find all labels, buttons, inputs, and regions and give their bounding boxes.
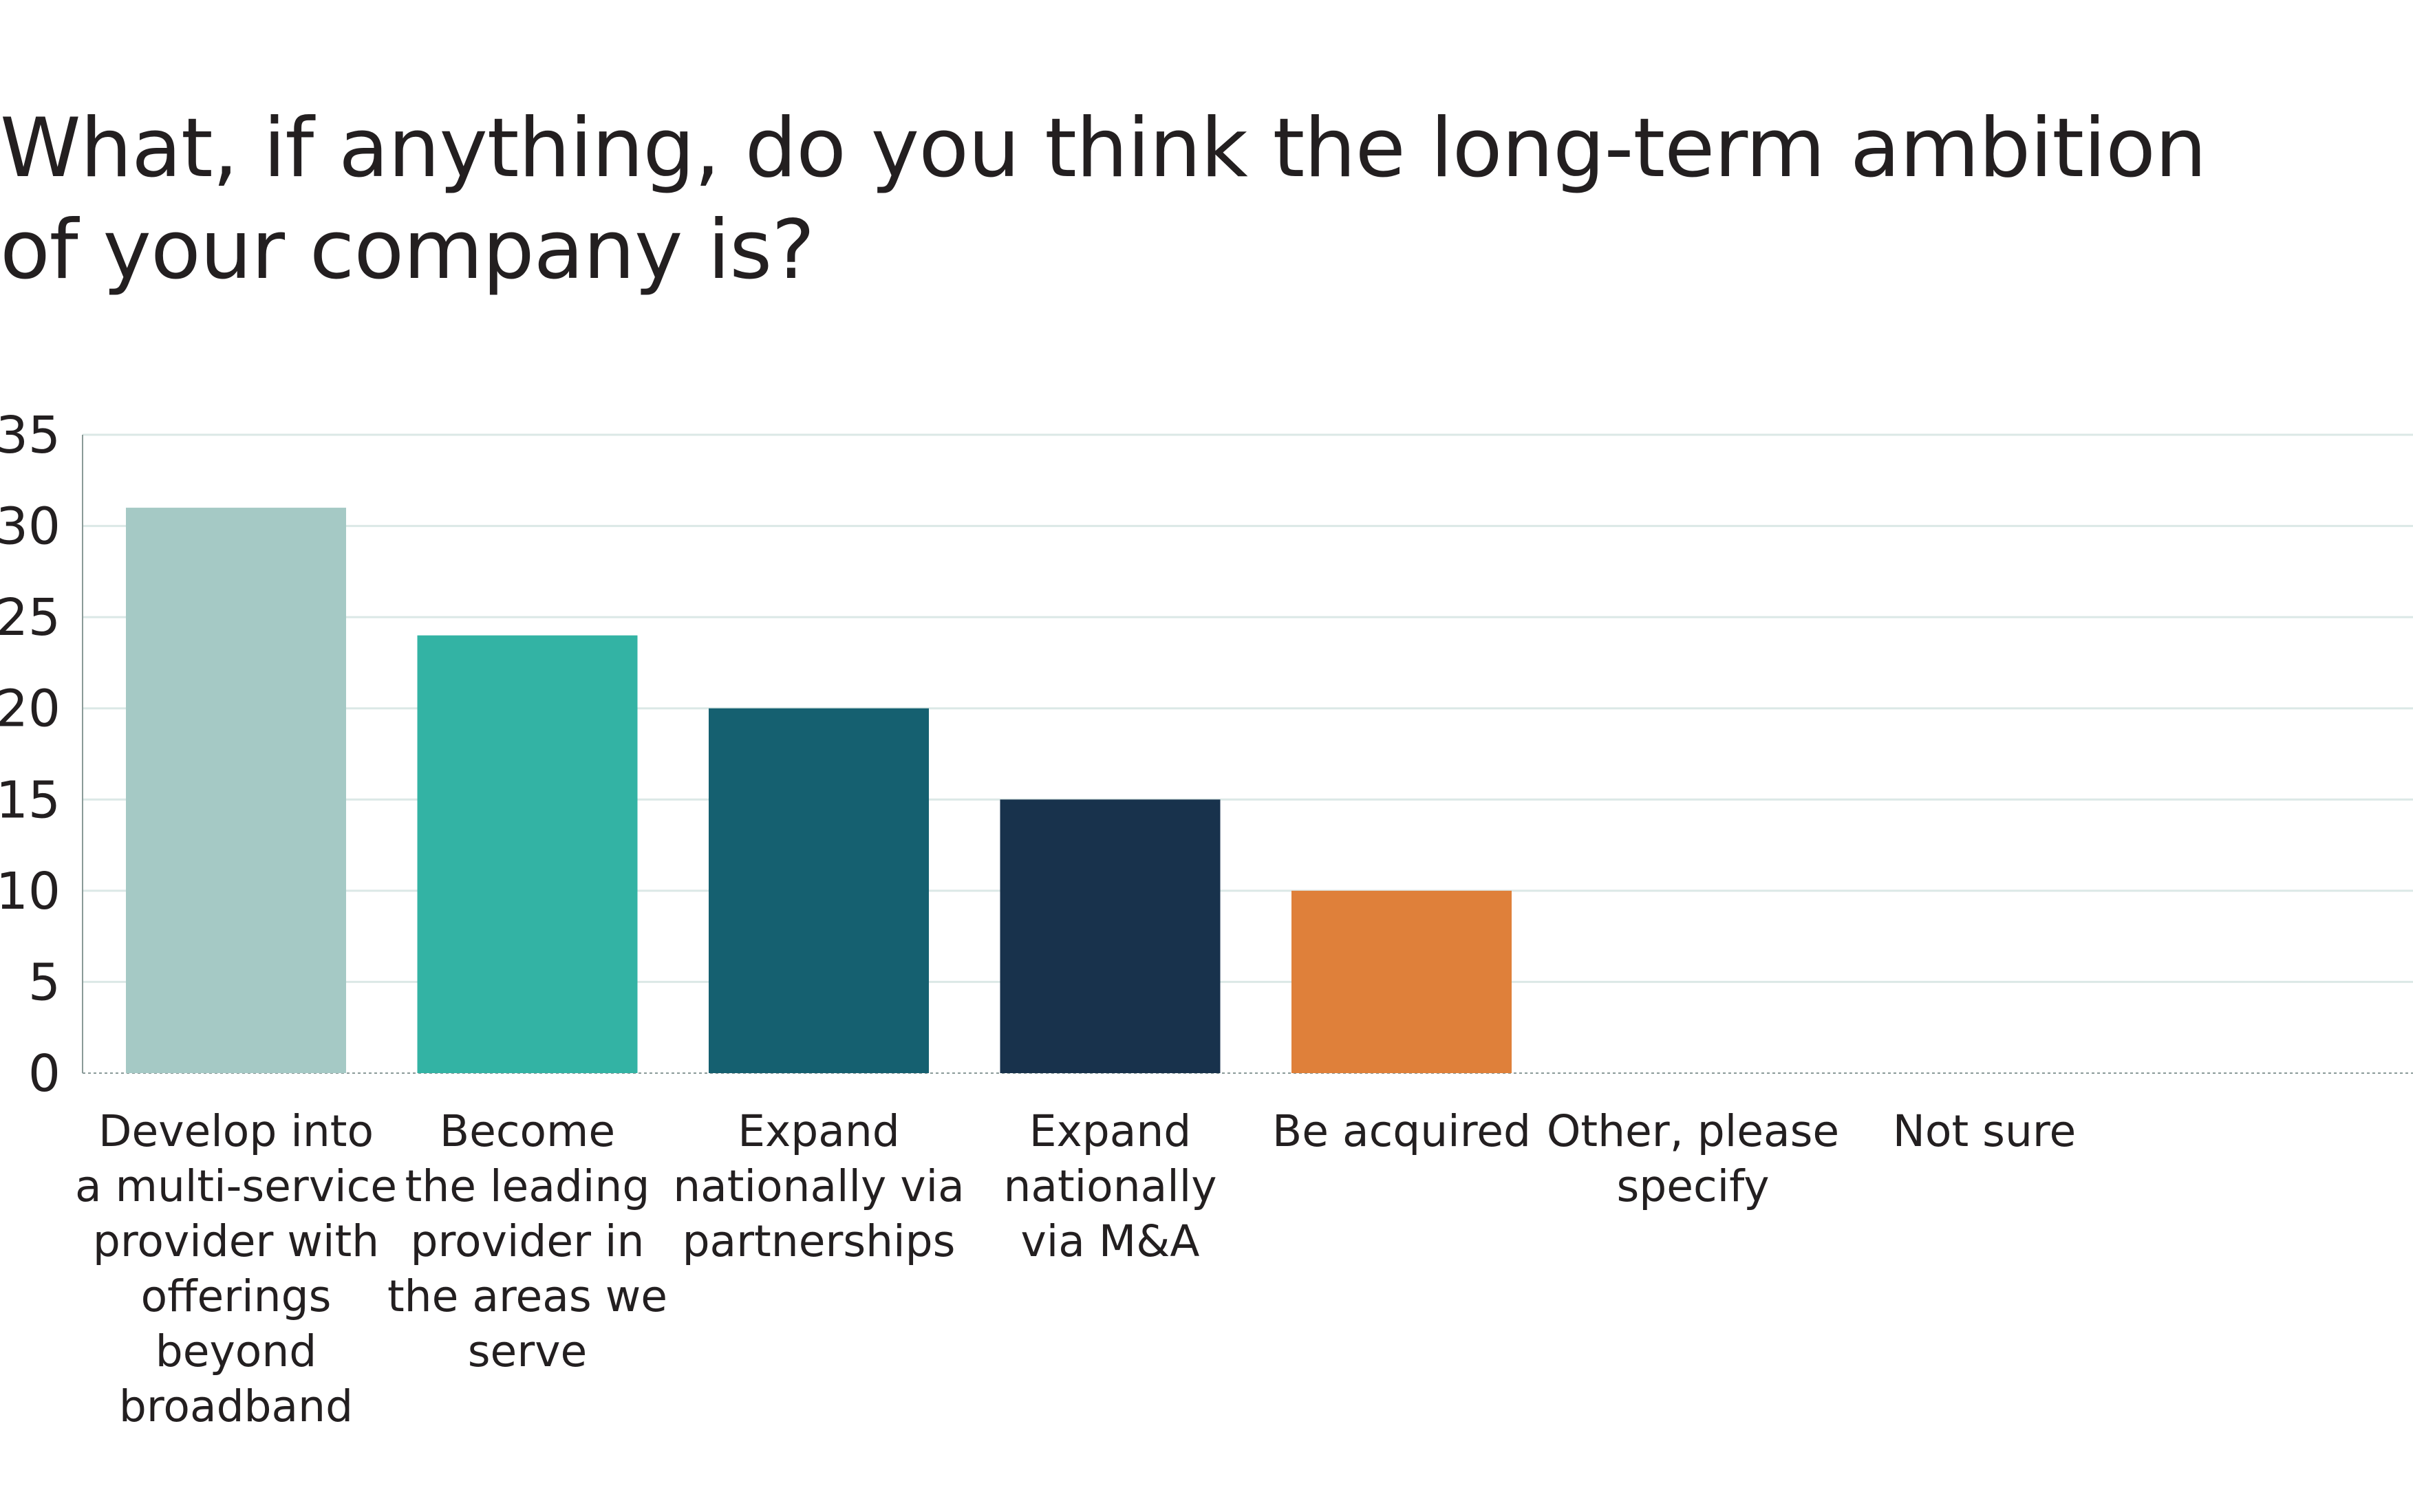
y-tick-label: 15	[0, 770, 61, 830]
chart-title: What, if anything, do you think the long…	[0, 101, 2207, 298]
x-category-label: Expand nationally via partnerships	[673, 1106, 965, 1266]
category-labels: Develop into a multi-service provider with…	[75, 1106, 2076, 1432]
bars	[126, 508, 1512, 1073]
x-category-label: Be acquired	[1272, 1106, 1531, 1156]
y-tick-label: 20	[0, 680, 61, 739]
y-tick-label: 5	[28, 953, 61, 1012]
y-tick-label: 0	[28, 1044, 61, 1103]
x-category-label: Other, please specify	[1547, 1106, 1839, 1211]
y-tick-label: 30	[0, 497, 61, 557]
x-category-label: Not sure	[1893, 1106, 2076, 1156]
bar	[417, 635, 638, 1073]
bar	[1291, 890, 1512, 1073]
y-tick-label: 25	[0, 588, 61, 647]
bar	[126, 508, 346, 1073]
x-category-label: Become the leading provider in the areas we…	[387, 1106, 667, 1376]
x-category-label: Develop into a multi-service provider with…	[75, 1106, 397, 1432]
y-tick-label: 10	[0, 862, 61, 921]
y-axis: 0 5 10 15 20 25 30 35	[0, 406, 2413, 1103]
bar	[1000, 799, 1221, 1073]
x-category-label: Expand nationally via M&A	[1003, 1106, 1216, 1266]
bar	[709, 708, 929, 1073]
y-tick-label: 35	[0, 406, 61, 465]
